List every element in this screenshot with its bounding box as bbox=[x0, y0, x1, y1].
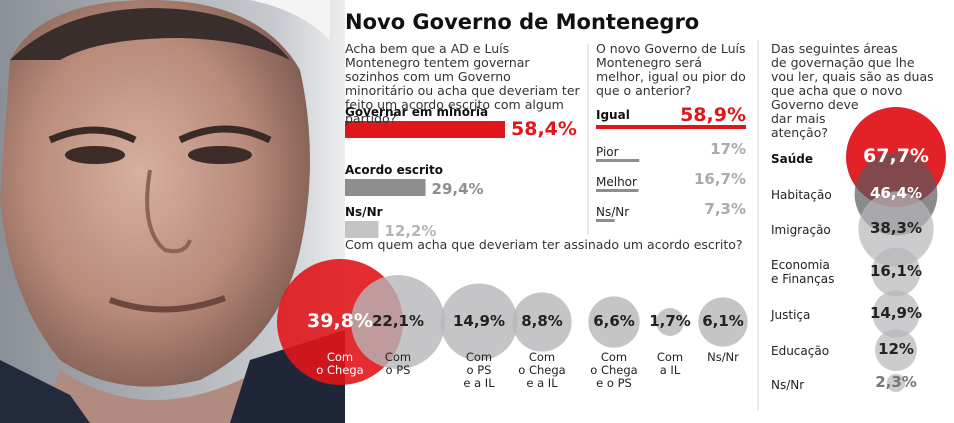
bubble-value-label: 1,7% bbox=[649, 312, 691, 330]
bar-value-label: 58,4% bbox=[511, 118, 577, 140]
bubble-category-label: Ns/Nr bbox=[771, 378, 805, 392]
bubble bbox=[871, 247, 921, 297]
bar bbox=[345, 221, 379, 238]
bubble-value-label: 2,3% bbox=[875, 373, 917, 391]
bubble-category-label: Com o Chega e o PS bbox=[590, 350, 638, 390]
bar bbox=[596, 219, 615, 222]
bubble bbox=[512, 292, 572, 352]
bubble-category-label: Saúde bbox=[771, 152, 814, 166]
portrait-photo bbox=[0, 0, 345, 423]
bubble-category-label: Com o Chega e a IL bbox=[518, 350, 566, 390]
bubble-value-label: 67,7% bbox=[863, 145, 929, 167]
bubble-value-label: 14,9% bbox=[452, 312, 506, 330]
bar bbox=[596, 159, 640, 162]
question-4: Das seguintes áreas de governação que lhe… bbox=[771, 41, 934, 140]
bubble bbox=[588, 296, 640, 348]
bubble-value-label: 6,6% bbox=[593, 312, 635, 330]
bubble-category-label: Ns/Nr bbox=[707, 350, 739, 364]
bar-value-label: 16,7% bbox=[693, 170, 746, 188]
bubble bbox=[656, 308, 684, 336]
bubble-value-label: 38,3% bbox=[869, 219, 923, 237]
bubble-category-label: Com o PS e a IL bbox=[463, 350, 495, 390]
bubble bbox=[872, 290, 920, 338]
bubble-category-label: Economia e Finanças bbox=[771, 258, 835, 286]
bar-label: Acordo escrito bbox=[345, 163, 443, 177]
bubble-category-label: Imigração bbox=[771, 223, 831, 237]
bubble-value-label: 14,9% bbox=[869, 304, 923, 322]
bar-label: Melhor bbox=[596, 175, 637, 189]
question-3: Com quem acha que deveriam ter assinado … bbox=[345, 237, 743, 252]
question-1: Acha bem que a AD e Luís Montenegro tent… bbox=[345, 41, 580, 126]
bubble-category-label: Justiça bbox=[771, 308, 811, 322]
bubble-category-label: Com o Chega bbox=[316, 350, 364, 377]
bar-value-label: 12,2% bbox=[384, 222, 437, 240]
bubble bbox=[886, 373, 906, 393]
bar-value-label: 7,3% bbox=[704, 200, 746, 218]
bubble-value-label: 22,1% bbox=[371, 312, 425, 330]
bar-label: Governar em minoria bbox=[345, 105, 489, 119]
bubble bbox=[874, 328, 918, 372]
bubble-value-label: 46,4% bbox=[869, 184, 923, 202]
bar-value-label: 17% bbox=[710, 140, 746, 158]
bar-value-label: 29,4% bbox=[431, 180, 484, 198]
bubble-value-label: 39,8% bbox=[307, 310, 373, 332]
bubble bbox=[698, 297, 748, 347]
bubble bbox=[858, 191, 934, 267]
bar bbox=[345, 179, 426, 196]
bubble-value-label: 16,1% bbox=[869, 262, 923, 280]
bar-label: Igual bbox=[596, 108, 630, 122]
bar-label: Ns/Nr bbox=[345, 205, 383, 219]
bubble-category-label: Com a IL bbox=[656, 350, 684, 377]
bubble-value-label: 8,8% bbox=[521, 312, 563, 330]
page-title: Novo Governo de Montenegro bbox=[345, 10, 700, 34]
bubble-category-label: Educação bbox=[771, 344, 830, 358]
bubble-category-label: Habitação bbox=[771, 188, 832, 202]
bar-label: Ns/Nr bbox=[596, 205, 630, 219]
bar-label: Pior bbox=[596, 145, 619, 159]
bubble-value-label: 12% bbox=[878, 340, 914, 358]
bar bbox=[345, 121, 505, 138]
bar bbox=[596, 189, 639, 192]
bar bbox=[596, 125, 746, 129]
question-2: O novo Governo de Luís Montenegro será m… bbox=[596, 41, 746, 98]
bubble bbox=[351, 275, 445, 369]
bubble bbox=[440, 283, 518, 361]
bubble-category-label: Com o PS bbox=[384, 350, 412, 377]
bubble-value-label: 6,1% bbox=[702, 312, 744, 330]
bar-value-label: 58,9% bbox=[680, 104, 746, 126]
